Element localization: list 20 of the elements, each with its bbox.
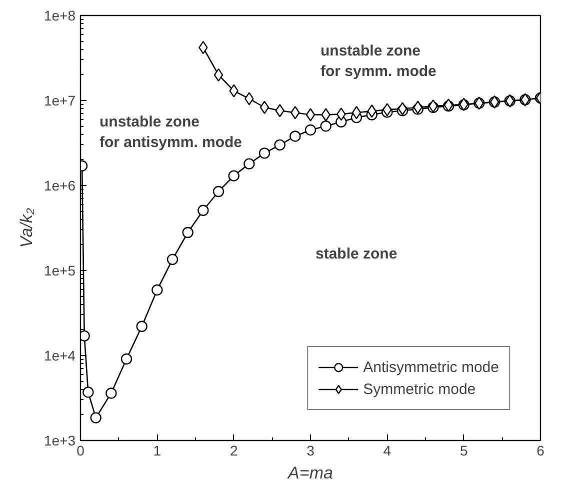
y-tick-label: 1e+7 bbox=[44, 92, 76, 108]
x-tick-label: 3 bbox=[306, 442, 315, 458]
x-tick-label: 4 bbox=[383, 442, 392, 458]
x-tick-label: 5 bbox=[460, 442, 468, 458]
annotation: unstable zone for symm. mode bbox=[320, 42, 436, 80]
y-tick-label: 1e+6 bbox=[44, 178, 76, 194]
annotation: stable zone bbox=[316, 246, 398, 262]
legend-label: Symmetric mode bbox=[363, 380, 476, 398]
y-tick-label: 1e+3 bbox=[44, 432, 76, 448]
y-tick-label: 1e+4 bbox=[44, 348, 76, 364]
annotation: unstable zone for antisymm. mode bbox=[100, 114, 242, 151]
x-tick-label: 6 bbox=[536, 442, 545, 458]
x-tick-label: 1 bbox=[153, 442, 162, 458]
legend-label: Antisymmetric mode bbox=[363, 358, 499, 376]
x-tick-label: 0 bbox=[76, 442, 85, 458]
x-axis-title: A=ma bbox=[287, 464, 333, 482]
y-tick-label: 1e+5 bbox=[44, 262, 76, 278]
y-axis-title: Va/k₂ bbox=[16, 208, 36, 248]
x-tick-label: 2 bbox=[230, 442, 238, 458]
y-tick-label: 1e+8 bbox=[44, 8, 76, 24]
